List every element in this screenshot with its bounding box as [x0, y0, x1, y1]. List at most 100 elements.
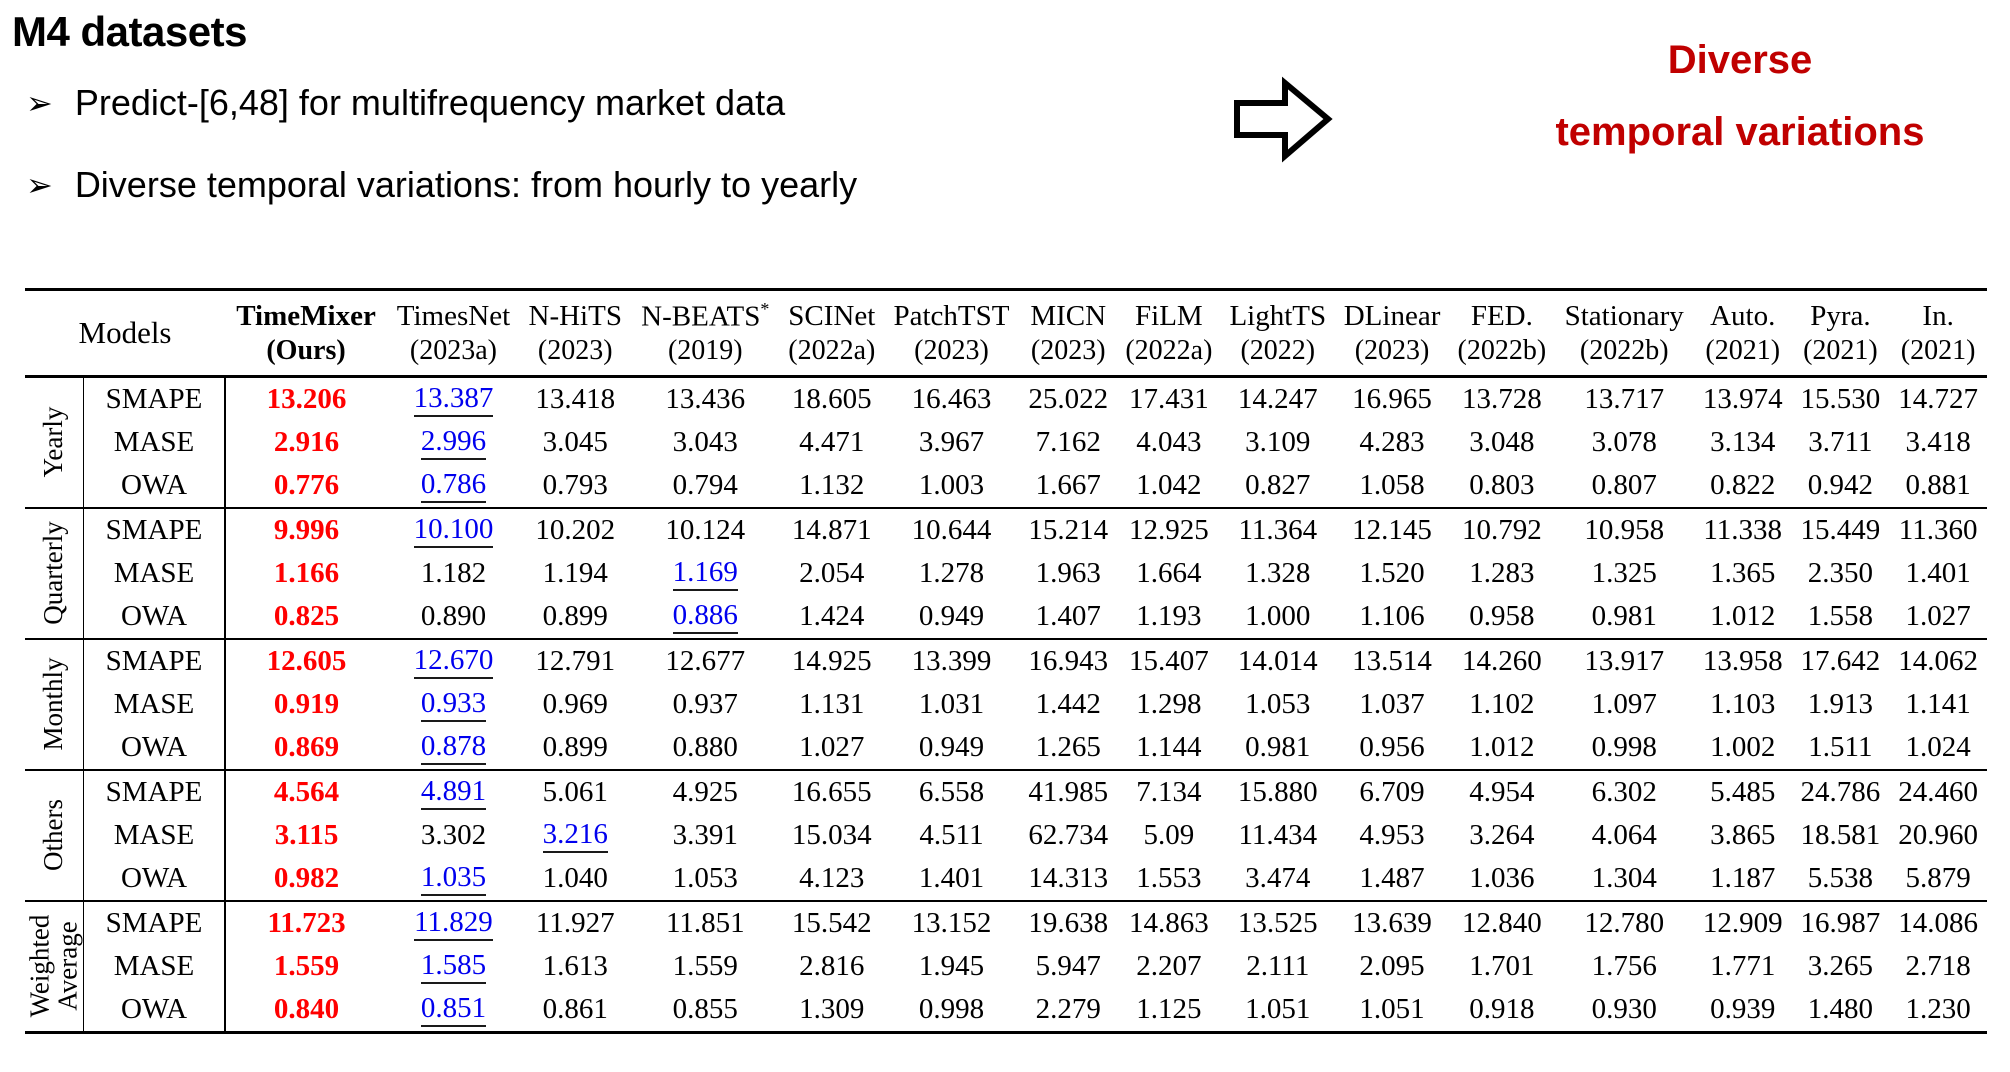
- metric-value-cell: 4.954: [1449, 768, 1555, 814]
- metric-value-cell: 18.581: [1800, 818, 1881, 851]
- bullet-item: ➢ Diverse temporal variations: from hour…: [26, 164, 857, 206]
- model-year: (2022b): [1579, 334, 1669, 366]
- table-row: OWA 0.869 0.878 0.899 0.880 1.027 0.949 1.265 1.…: [25, 725, 1987, 770]
- metric-value-cell: 1.325: [1591, 556, 1657, 589]
- metric-label: MASE: [83, 944, 226, 988]
- metric-value-cell: 1.036: [1469, 861, 1535, 894]
- metric-value-cell: 62.734: [1028, 818, 1109, 851]
- row-group-label: Weighted Average: [24, 899, 84, 1033]
- metric-value-cell: 5.061: [519, 768, 631, 814]
- metric-value-cell: 3.967: [918, 425, 985, 458]
- metric-value-cell: 1.037: [1359, 687, 1425, 720]
- metric-value-cell: 3.391: [672, 818, 738, 851]
- model-year: (2023): [1354, 334, 1430, 366]
- model-year: (2022a): [788, 334, 876, 366]
- second-best-value: 11.829: [414, 907, 493, 941]
- table-row: OWA 0.982 1.035 1.040 1.053 4.123 1.401 14.313 1…: [25, 856, 1987, 901]
- metric-value-cell: 1.000: [1245, 599, 1311, 632]
- model-column-header: Auto. (2021): [1693, 288, 1792, 378]
- metric-value-cell: 0.822: [1710, 468, 1776, 501]
- metric-value-cell: 13.418: [519, 375, 631, 421]
- metric-value-cell: 15.542: [780, 899, 884, 945]
- metric-value-cell: 1.558: [1807, 599, 1874, 632]
- metric-value-cell: 1.298: [1136, 687, 1202, 720]
- metric-value-cell: 1.442: [1035, 687, 1101, 720]
- metric-value-cell: 0.998: [1591, 730, 1657, 763]
- second-best-value: 3.216: [542, 819, 608, 853]
- metric-value-cell: 1.035: [387, 857, 520, 901]
- model-name: SCINet: [788, 300, 876, 333]
- metric-value-cell: 4.953: [1359, 818, 1425, 851]
- second-best-value: 1.585: [420, 950, 487, 984]
- metric-value-cell: 5.879: [1905, 861, 1971, 894]
- metric-value-cell: 1.193: [1136, 599, 1202, 632]
- metric-value-cell: 1.945: [918, 949, 985, 982]
- metric-value-cell: 2.054: [799, 556, 865, 589]
- metric-value-cell: 1.667: [1035, 468, 1101, 501]
- metric-value-cell: 14.313: [1028, 861, 1109, 894]
- metric-value-cell: 16.965: [1334, 375, 1450, 421]
- metric-value-cell: 0.937: [672, 687, 738, 720]
- metric-label: SMAPE: [83, 375, 226, 421]
- row-group-label-text: Monthly: [38, 657, 69, 751]
- metric-value-cell: 0.886: [631, 595, 780, 639]
- metric-label: SMAPE: [83, 768, 226, 814]
- second-best-value: 2.996: [420, 426, 487, 460]
- model-name: In.: [1922, 300, 1954, 333]
- metric-value-cell: 2.207: [1136, 949, 1202, 982]
- model-name: PatchTST: [893, 300, 1010, 333]
- metric-value-cell: 25.022: [1019, 375, 1118, 421]
- model-year: (2023): [914, 334, 989, 366]
- metric-value-cell: 1.480: [1807, 992, 1874, 1025]
- callout-line-1: Diverse: [1667, 38, 1813, 82]
- metric-value-cell: 0.949: [918, 599, 985, 632]
- second-best-value: 1.169: [672, 557, 738, 591]
- metric-value-cell: 0.949: [918, 730, 985, 763]
- model-column-header: PatchTST (2023): [883, 288, 1020, 378]
- metric-value-cell: 1.102: [1469, 687, 1535, 720]
- model-name: N-BEATS*: [641, 299, 770, 333]
- model-year: (2021): [1705, 334, 1781, 366]
- table-row: OWA 0.840 0.851 0.861 0.855 1.309 0.998 2.279 1.…: [25, 987, 1987, 1033]
- metric-value-cell: 0.899: [542, 730, 608, 763]
- metric-value-cell: 10.644: [883, 506, 1020, 552]
- metric-value-cell: 1.144: [1136, 730, 1202, 763]
- metric-value-cell: 0.918: [1469, 992, 1535, 1025]
- metric-value-cell: 1.003: [918, 468, 985, 501]
- metric-value-cell: 0.998: [918, 992, 985, 1025]
- metric-value-cell: 13.717: [1554, 375, 1694, 421]
- metric-value-cell: 14.014: [1220, 637, 1335, 683]
- model-column-header: SCINet (2022a): [780, 288, 884, 378]
- metric-value-cell: 1.053: [672, 861, 738, 894]
- metric-value-cell: 14.260: [1449, 637, 1555, 683]
- metric-value-cell: 3.474: [1245, 861, 1311, 894]
- metric-value-cell: 4.123: [799, 861, 865, 894]
- metric-value-cell: 15.880: [1220, 768, 1335, 814]
- metric-value-cell: 12.925: [1117, 506, 1221, 552]
- metric-value-cell: 3.043: [672, 425, 738, 458]
- metric-value-cell: 1.585: [387, 945, 520, 988]
- metric-value-cell: 13.639: [1334, 899, 1450, 945]
- row-group-label: Monthly: [25, 637, 84, 770]
- metric-value-cell: 0.969: [542, 687, 608, 720]
- metric-value-cell: 0.899: [542, 599, 608, 632]
- metric-label: MASE: [83, 551, 226, 595]
- metric-label: OWA: [83, 856, 226, 901]
- metric-value-cell: 1.166: [273, 556, 340, 589]
- metric-value-cell: 1.040: [542, 861, 608, 894]
- second-best-value: 4.891: [420, 776, 487, 810]
- metric-value-cell: 3.264: [1469, 818, 1535, 851]
- metric-value-cell: 1.027: [1905, 599, 1971, 632]
- metric-value-cell: 14.086: [1889, 899, 1987, 945]
- metric-value-cell: 0.958: [1469, 599, 1535, 632]
- model-name: DLinear: [1343, 300, 1441, 333]
- metric-label: MASE: [83, 682, 226, 726]
- metric-value-cell: 1.553: [1136, 861, 1202, 894]
- metric-value-cell: 1.756: [1591, 949, 1657, 982]
- model-year: (2021): [1803, 334, 1878, 366]
- metric-value-cell: 11.338: [1693, 506, 1792, 552]
- metric-value-cell: 2.111: [1246, 949, 1310, 982]
- model-name: LightTS: [1229, 300, 1327, 333]
- model-name: Stationary: [1564, 300, 1684, 333]
- metric-value-cell: 1.169: [631, 552, 780, 595]
